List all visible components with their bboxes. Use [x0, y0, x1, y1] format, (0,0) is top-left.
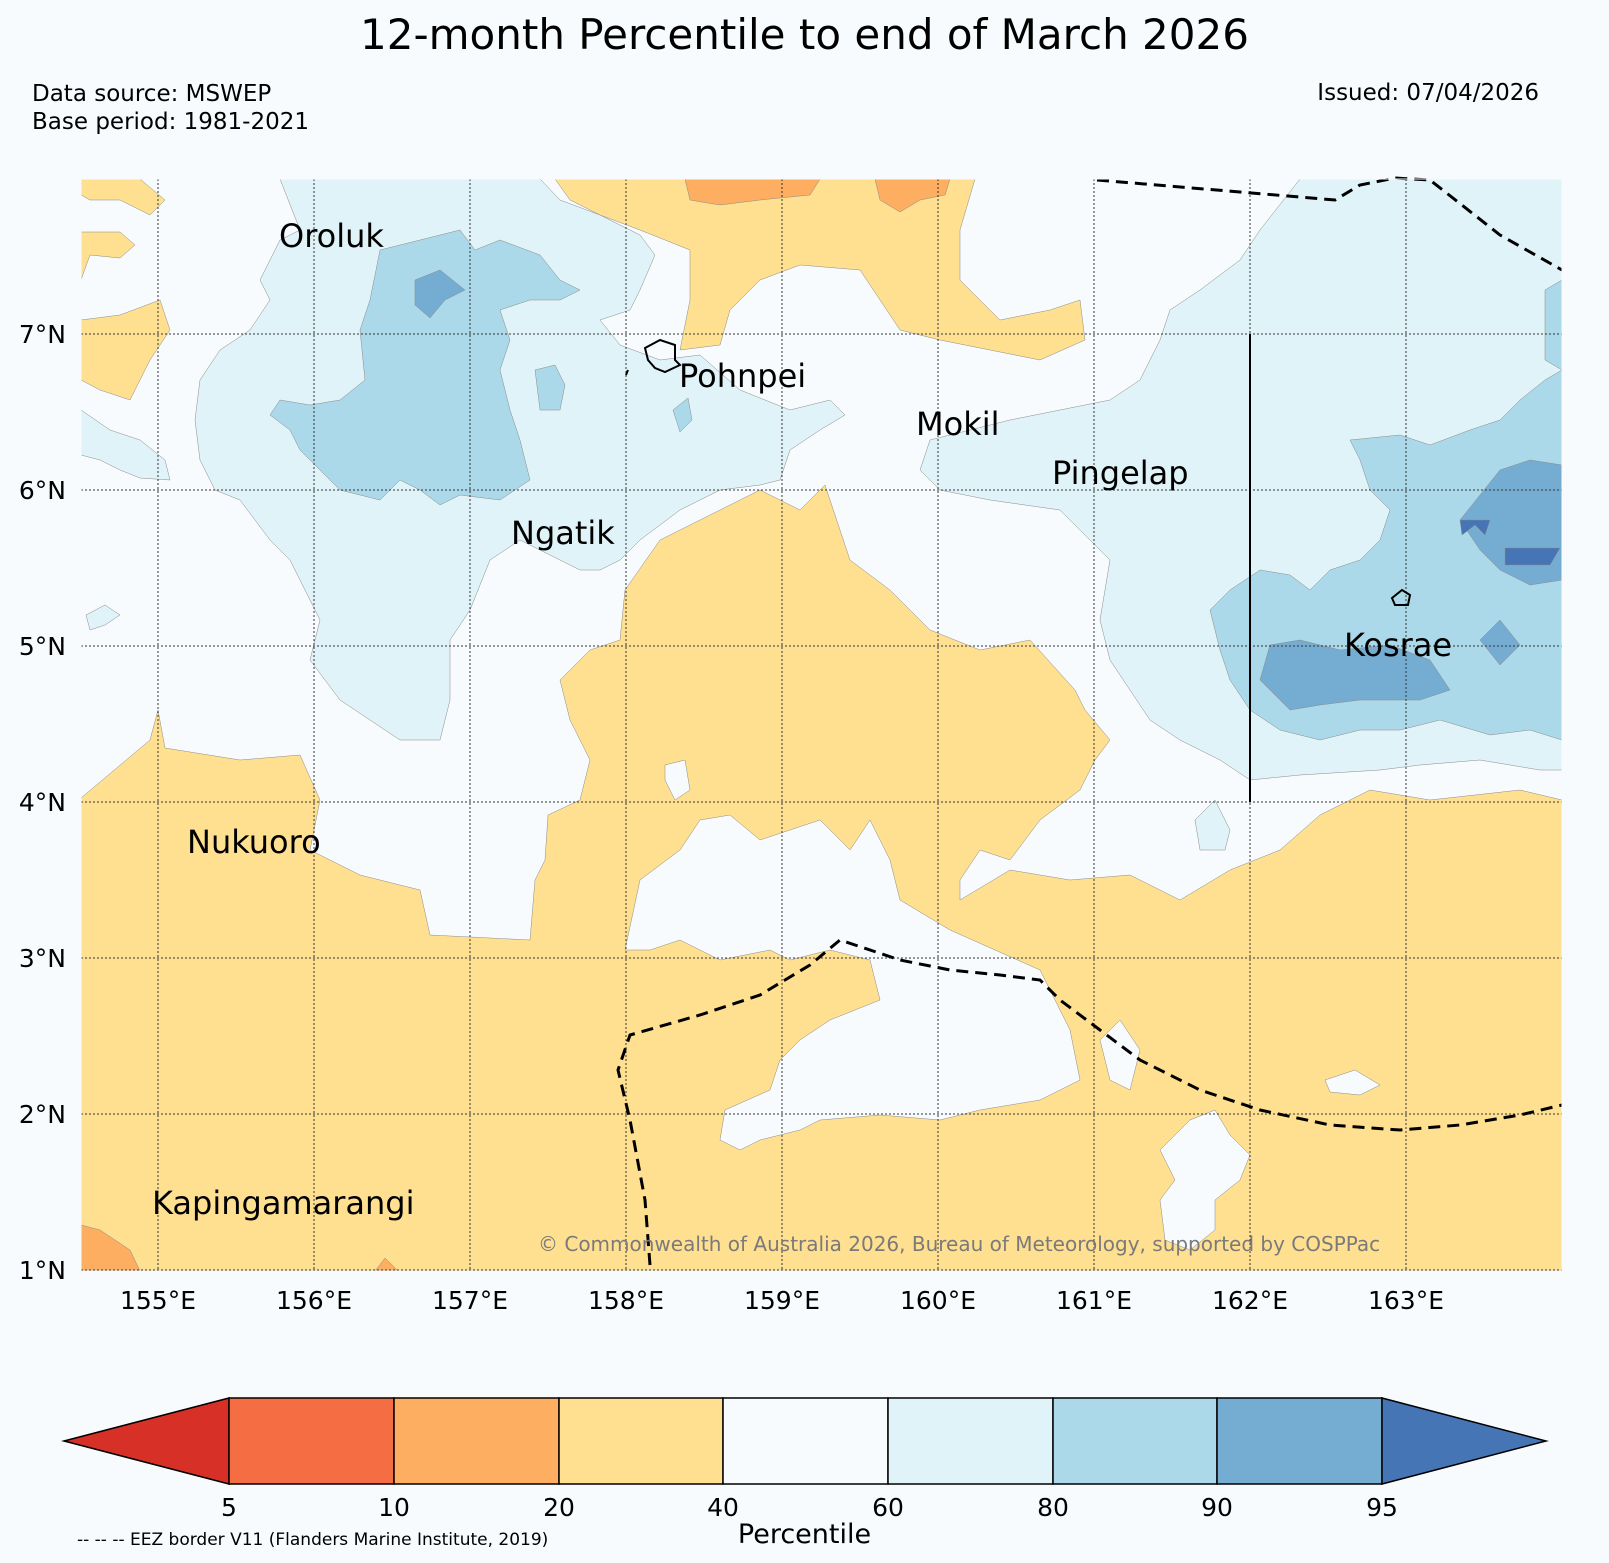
wetter-region-small-3 [672, 397, 693, 433]
lat-tick: 3°N [19, 944, 66, 973]
lon-tick: 158°E [588, 1286, 664, 1315]
colorbar-segment-40-60 [722, 1397, 889, 1485]
place-label-kapingamarangi: Kapingamarangi [152, 1184, 414, 1222]
dry-region-top [554, 178, 1086, 361]
colorbar-tick: 60 [872, 1493, 904, 1522]
normal-patch-east [1159, 1109, 1251, 1251]
colorbar-tick-labels: 5 10 20 40 60 80 90 95 [221, 1493, 1398, 1522]
colorbar-tick: 95 [1366, 1493, 1398, 1522]
wetter-region-small-1 [1544, 279, 1563, 371]
colorbar-segment-80-90 [1052, 1397, 1218, 1485]
much-wetter-region-east-3 [1479, 619, 1521, 666]
percentile-map [80, 178, 1563, 1272]
map-frame [80, 178, 1563, 1272]
place-label-pingelap: Pingelap [1052, 454, 1189, 492]
place-label-ngatik: Ngatik [511, 514, 615, 552]
lon-tick: 159°E [744, 1286, 820, 1315]
map-title: 12-month Percentile to end of March 2026 [360, 10, 1249, 59]
place-label-oroluk: Oroluk [279, 217, 384, 255]
normal-patch-small-3 [664, 759, 691, 801]
colorbar-segment-60-80 [887, 1397, 1054, 1485]
pohnpei-island [643, 338, 682, 374]
lat-tick: 2°N [19, 1100, 66, 1129]
kosrae-island [1390, 588, 1412, 606]
normal-patch-central [624, 814, 1081, 1151]
extreme-wet-patch-1 [1459, 519, 1491, 536]
colorbar-tick: 5 [221, 1493, 237, 1522]
normal-patch-small-1 [1324, 1069, 1381, 1096]
lon-tick: 156°E [276, 1286, 352, 1315]
colorbar-segment-90-95 [1216, 1397, 1383, 1485]
colorbar-tick: 90 [1201, 1493, 1233, 1522]
lat-tick: 6°N [19, 476, 66, 505]
place-label-nukuoro: Nukuoro [187, 823, 321, 861]
lat-tick-labels: 7°N 6°N 5°N 4°N 3°N 2°N 1°N [19, 320, 66, 1285]
wet-region-left-blob [85, 604, 121, 631]
colorbar-tick: 40 [707, 1493, 739, 1522]
lon-tick: 155°E [120, 1286, 196, 1315]
colorbar-segment-below5 [61, 1397, 230, 1485]
extreme-wet-patch-2 [1504, 547, 1561, 566]
colorbar-segment-10-20 [393, 1397, 560, 1485]
place-label-pohnpei: Pohnpei [679, 357, 806, 395]
lat-tick: 4°N [19, 788, 66, 817]
map-gridlines [81, 179, 1562, 1271]
much-wetter-region-east [1259, 639, 1451, 711]
lat-tick: 7°N [19, 320, 66, 349]
colorbar-tick: 10 [378, 1493, 410, 1522]
colorbar-tick: 80 [1037, 1493, 1069, 1522]
colorbar-segment-5-10 [228, 1397, 395, 1485]
place-label-mokil: Mokil [916, 405, 1000, 443]
eez-borders [616, 176, 1563, 1266]
wetter-region-small-2 [534, 364, 566, 411]
wet-region-east-small [1194, 799, 1231, 851]
data-source: Data source: MSWEP [32, 81, 272, 107]
colorbar-title: Percentile [737, 1519, 872, 1550]
dry-region-top-left [80, 178, 166, 216]
wetter-region-west [269, 229, 581, 506]
lon-tick: 157°E [432, 1286, 508, 1315]
lon-tick: 162°E [1212, 1286, 1288, 1315]
dry-region-left [80, 299, 171, 401]
wet-region-west-edge [80, 409, 171, 481]
lon-tick: 160°E [900, 1286, 976, 1315]
data-info: Data source: MSWEP Base period: 1981-202… [32, 80, 309, 136]
colorbar-segment-above95 [1381, 1397, 1549, 1485]
lon-tick: 161°E [1056, 1286, 1132, 1315]
colorbar [61, 1397, 1549, 1485]
colorbar-segment-20-40 [558, 1397, 724, 1485]
lat-tick: 5°N [19, 632, 66, 661]
copyright-notice: © Commonwealth of Australia 2026, Bureau… [538, 1232, 1380, 1256]
ant-atoll-mark [625, 369, 629, 376]
much-wetter-region-west [414, 269, 466, 319]
lon-tick: 163°E [1368, 1286, 1444, 1315]
base-period: Base period: 1981-2021 [32, 109, 310, 135]
eez-legend-note: -- -- -- EEZ border V11 (Flanders Marine… [77, 1530, 549, 1550]
place-labels: Oroluk Pohnpei Mokil Pingelap Ngatik Kos… [152, 217, 1452, 1222]
colorbar-tick: 20 [543, 1493, 575, 1522]
place-label-kosrae: Kosrae [1344, 626, 1452, 664]
issued-date: Issued: 07/04/2026 [1317, 80, 1539, 106]
lat-tick: 1°N [19, 1256, 66, 1285]
lon-tick-labels: 155°E 156°E 157°E 158°E 159°E 160°E 161°… [120, 1286, 1444, 1315]
